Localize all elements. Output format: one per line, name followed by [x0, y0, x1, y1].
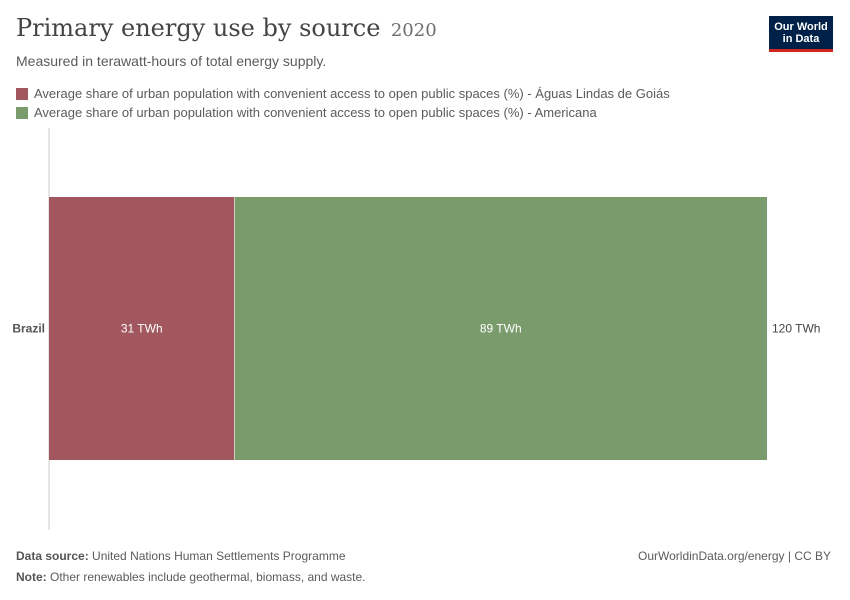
footer-note: Note: Other renewables include geotherma… [16, 570, 366, 584]
source-label: Data source: [16, 549, 89, 563]
bar-total-label: 120 TWh [772, 322, 820, 336]
logo-line-1: Our World [774, 21, 828, 33]
note-text: Other renewables include geothermal, bio… [50, 570, 366, 584]
bar-value-label-1: 89 TWh [480, 322, 522, 336]
legend-swatch-aguas-lindas [16, 87, 28, 100]
chart-header: Primary energy use by source 2020 [16, 14, 437, 42]
chart-subtitle: Measured in terawatt-hours of total ener… [16, 53, 327, 69]
bar-segment-1[interactable] [234, 197, 767, 460]
chart-year: 2020 [390, 20, 437, 41]
note-label: Note: [16, 570, 47, 584]
legend-item-americana[interactable]: Average share of urban population with c… [16, 103, 670, 122]
legend-label-aguas-lindas: Average share of urban population with c… [34, 86, 670, 101]
chart-legend: Average share of urban population with c… [16, 84, 670, 122]
logo-line-2: in Data [782, 33, 820, 45]
owid-logo[interactable]: Our World in Data [769, 16, 833, 52]
footer-credit[interactable]: OurWorldinData.org/energy | CC BY [638, 549, 831, 563]
bar-value-label-0: 31 TWh [121, 322, 163, 336]
category-label: Brazil [12, 322, 45, 336]
legend-item-aguas-lindas[interactable]: Average share of urban population with c… [16, 84, 670, 103]
legend-label-americana: Average share of urban population with c… [34, 105, 597, 120]
bar-segment-0[interactable] [49, 197, 235, 460]
source-text[interactable]: United Nations Human Settlements Program… [92, 549, 346, 563]
chart-plot: Brazil 31 TWh 89 TWh 120 TWh [12, 128, 820, 530]
legend-swatch-americana [16, 106, 28, 119]
footer-source: Data source: United Nations Human Settle… [16, 549, 346, 563]
chart-title: Primary energy use by source [16, 14, 381, 42]
